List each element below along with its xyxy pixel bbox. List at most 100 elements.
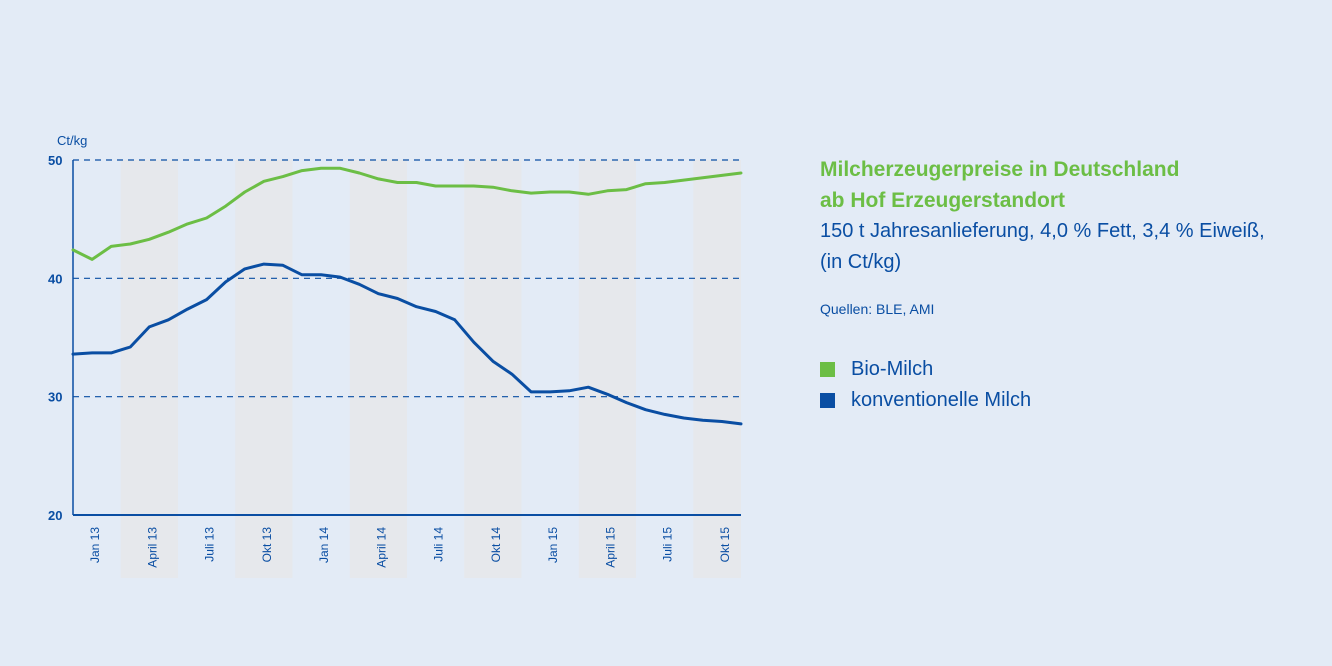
data-point-1 xyxy=(243,267,246,271)
data-point-1 xyxy=(415,305,418,308)
chart-title-line-2: ab Hof Erzeugerstandort xyxy=(820,189,1066,212)
data-point-0 xyxy=(625,188,628,191)
data-point-0 xyxy=(224,204,227,208)
y-tick-label: 30 xyxy=(48,390,62,405)
data-point-0 xyxy=(109,245,113,248)
source-note: Quellen: BLE, AMI xyxy=(820,301,935,317)
chart-info-panel: Milcherzeugerpreise in Deutschland ab Ho… xyxy=(820,154,1320,416)
data-point-0 xyxy=(644,182,647,185)
data-point-0 xyxy=(739,171,743,175)
data-point-0 xyxy=(300,169,304,172)
data-point-1 xyxy=(71,352,75,356)
data-point-0 xyxy=(205,216,208,220)
data-point-1 xyxy=(262,262,266,266)
legend: Bio-Milch konventionelle Milch xyxy=(820,354,1320,416)
legend-item-bio: Bio-Milch xyxy=(820,354,1320,385)
data-point-1 xyxy=(453,318,456,321)
data-point-1 xyxy=(281,264,285,267)
data-point-0 xyxy=(606,189,609,192)
data-point-1 xyxy=(358,283,361,286)
data-point-1 xyxy=(587,386,590,389)
data-point-1 xyxy=(472,341,475,344)
data-point-0 xyxy=(472,184,475,188)
data-point-1 xyxy=(568,389,571,392)
x-tick-label: Juli 15 xyxy=(661,527,675,562)
quarter-band xyxy=(578,160,637,578)
legend-item-konventionell: konventionelle Milch xyxy=(820,385,1320,416)
data-point-1 xyxy=(491,359,495,363)
data-point-0 xyxy=(587,193,590,196)
data-point-1 xyxy=(205,298,208,301)
data-point-0 xyxy=(663,181,666,184)
quarter-band xyxy=(349,160,407,578)
data-point-1 xyxy=(396,297,399,300)
data-point-1 xyxy=(434,310,437,313)
x-tick-label: Jan 15 xyxy=(546,527,560,563)
data-point-0 xyxy=(262,180,266,183)
data-point-0 xyxy=(682,178,685,182)
x-tick-label: Juli 13 xyxy=(203,527,217,562)
x-tick-label: Jan 13 xyxy=(88,527,102,563)
quarter-bands xyxy=(120,160,741,578)
data-point-0 xyxy=(377,177,380,181)
data-point-1 xyxy=(644,408,647,411)
chart-subtitle-line-2: (in Ct/kg) xyxy=(820,251,902,273)
x-tick-label: April 14 xyxy=(374,527,388,568)
data-point-0 xyxy=(186,222,189,226)
data-point-1 xyxy=(663,413,666,416)
legend-label-konventionell: konventionelle Milch xyxy=(851,389,1032,411)
legend-swatch-konventionell xyxy=(820,393,835,408)
data-point-0 xyxy=(129,242,132,246)
series-line-1 xyxy=(71,262,743,426)
y-tick-label: 40 xyxy=(48,271,62,286)
data-point-1 xyxy=(529,390,533,394)
data-point-0 xyxy=(243,190,246,194)
data-point-0 xyxy=(71,248,75,252)
data-point-1 xyxy=(377,292,380,295)
data-point-1 xyxy=(167,318,170,321)
data-point-0 xyxy=(548,190,552,194)
x-tick-label: Okt 13 xyxy=(260,527,274,563)
chart-subtitle-line-1: 150 t Jahresanlieferung, 4,0 % Fett, 3,4… xyxy=(820,220,1265,242)
data-point-0 xyxy=(358,171,361,175)
quarter-band xyxy=(464,160,522,578)
data-point-0 xyxy=(396,181,399,184)
data-point-0 xyxy=(319,167,323,170)
axis-labels: 20 30 40 50 Ct/kg Jan 13 April 13 Juli 13 Okt 13… xyxy=(48,133,732,568)
line-chart: 20 30 40 50 Ct/kg Jan 13 April 13 Juli 13 Okt 13… xyxy=(48,133,743,578)
x-tick-label: April 13 xyxy=(145,527,159,568)
data-point-1 xyxy=(625,401,628,404)
data-point-1 xyxy=(701,419,705,422)
data-point-1 xyxy=(148,325,151,329)
data-point-0 xyxy=(167,230,170,234)
legend-label-bio: Bio-Milch xyxy=(851,358,934,380)
data-point-1 xyxy=(606,393,609,396)
data-point-1 xyxy=(339,275,342,279)
data-point-1 xyxy=(109,351,113,355)
data-point-1 xyxy=(510,372,514,376)
data-point-1 xyxy=(739,422,743,426)
quarter-band xyxy=(693,160,741,578)
data-point-0 xyxy=(415,181,418,184)
data-point-0 xyxy=(529,191,533,195)
y-axis-label: Ct/kg xyxy=(57,133,87,148)
data-point-0 xyxy=(434,184,437,188)
quarter-band xyxy=(120,160,178,578)
data-point-1 xyxy=(682,416,685,420)
data-point-0 xyxy=(339,167,342,170)
x-tick-label: Okt 15 xyxy=(718,527,732,563)
data-point-0 xyxy=(491,186,495,189)
data-point-0 xyxy=(90,258,94,261)
legend-swatch-bio xyxy=(820,362,835,377)
x-tick-label: April 15 xyxy=(603,527,617,568)
chart-title-line-1: Milcherzeugerpreise in Deutschland xyxy=(820,158,1180,181)
x-tick-label: Okt 14 xyxy=(489,527,503,563)
data-point-1 xyxy=(548,390,552,394)
grid-lines xyxy=(73,159,741,398)
data-point-0 xyxy=(281,175,285,178)
data-point-0 xyxy=(720,174,724,177)
data-point-1 xyxy=(319,273,323,276)
series-lines xyxy=(71,166,743,426)
data-point-1 xyxy=(300,273,304,276)
data-point-0 xyxy=(701,176,705,179)
